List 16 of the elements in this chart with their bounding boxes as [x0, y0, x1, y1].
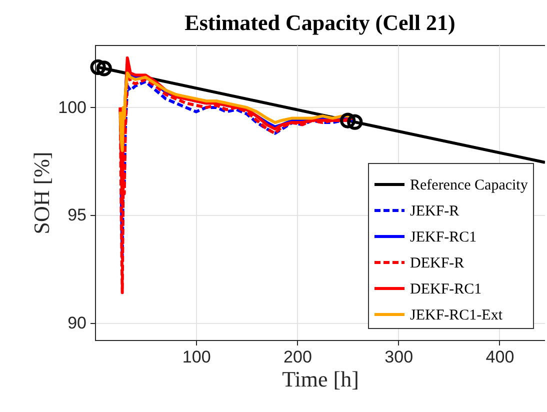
y-axis-title: SOH [%]	[29, 152, 54, 234]
legend-label: Reference Capacity	[410, 178, 528, 194]
x-tick-label: 100	[182, 348, 211, 366]
legend-label: JEKF-RC1-Ext	[410, 308, 504, 324]
legend-label: JEKF-RC1	[410, 230, 477, 246]
x-tick-label: 300	[384, 348, 414, 366]
x-tick-label: 400	[486, 348, 514, 366]
chart-title: Estimated Capacity (Cell 21)	[184, 10, 456, 35]
y-tick-label: 95	[68, 206, 86, 225]
x-axis-title: Time [h]	[282, 366, 359, 392]
x-tick-label: 200	[284, 348, 312, 366]
legend-label: JEKF-R	[410, 204, 460, 220]
legend-label: DEKF-R	[410, 256, 464, 272]
y-tick-label: 90	[68, 313, 86, 332]
y-tick-label: 100	[58, 98, 86, 117]
legend-label: DEKF-RC1	[410, 282, 482, 298]
